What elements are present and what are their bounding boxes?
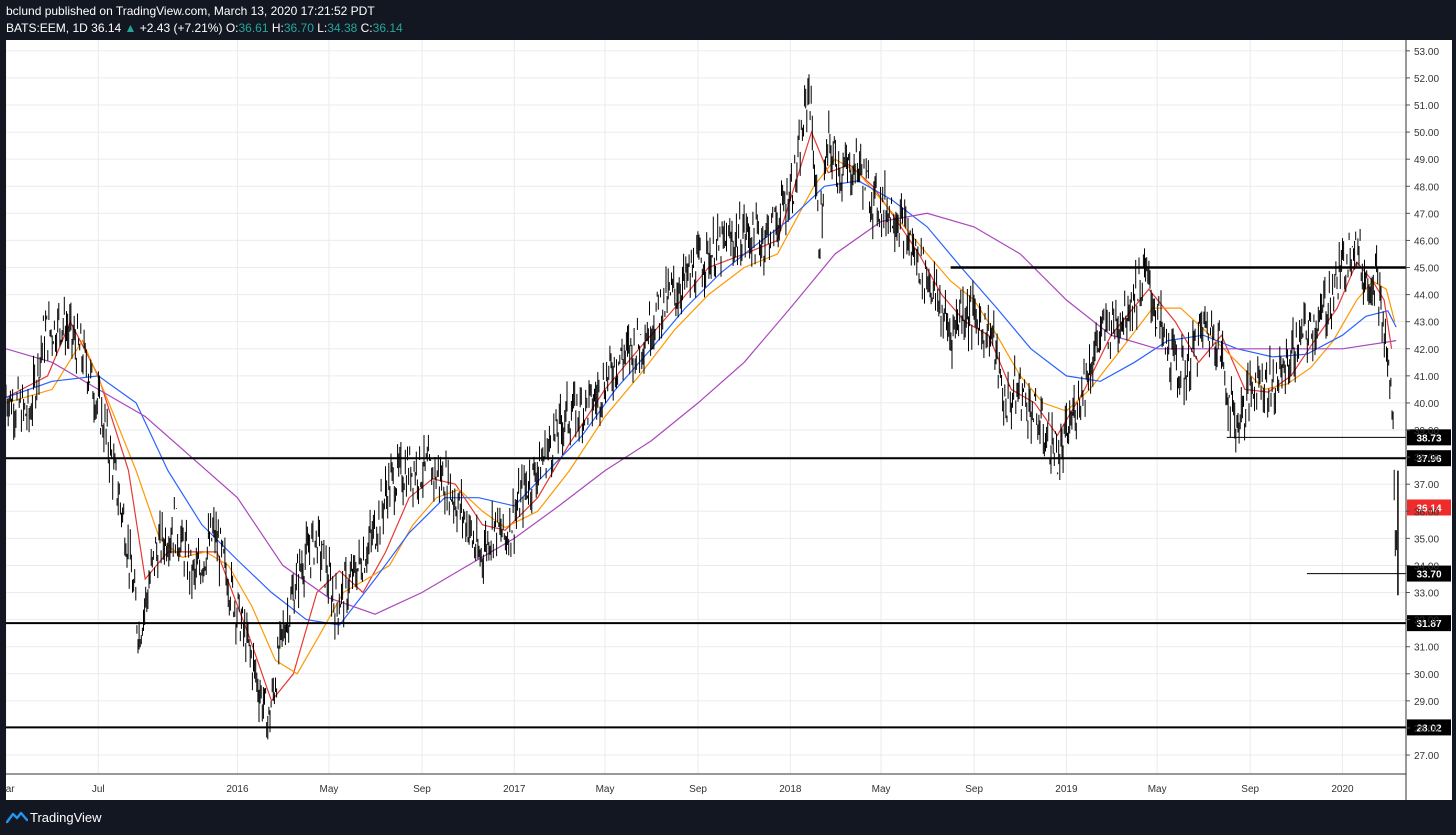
moving-average-line-1 <box>6 130 1393 703</box>
y-tick-label: 37.00 <box>1414 480 1439 491</box>
moving-average-line-4 <box>6 212 1397 615</box>
chart-plot[interactable]: 38.73 37.96 33.70 31.87 28.02 36.14 27.00 28.0… <box>6 40 1452 800</box>
level-label: 33.70 <box>1416 570 1441 581</box>
level-label-box <box>1407 719 1451 736</box>
y-tick-label: 50.00 <box>1414 128 1439 139</box>
y-tick-label: 43.00 <box>1414 318 1439 329</box>
level-label: 37.96 <box>1416 454 1441 465</box>
y-tick-label: 36.00 <box>1414 507 1439 518</box>
y-tick-label: 38.00 <box>1414 453 1439 464</box>
price-change: +2.43 (+7.21%) <box>139 21 223 35</box>
last-price: 36.14 <box>91 21 122 35</box>
x-tick-label: May <box>320 784 339 795</box>
y-tick-label: 49.00 <box>1414 155 1439 166</box>
y-tick-label: 35.00 <box>1414 534 1439 545</box>
open-label: O: <box>225 21 239 35</box>
level-label: 31.87 <box>1416 619 1441 630</box>
level-label-box <box>1407 450 1451 467</box>
y-tick-label: 41.00 <box>1414 372 1439 383</box>
price-bars <box>6 74 1399 740</box>
x-tick-label: 2019 <box>1055 784 1078 795</box>
axes: 27.00 28.00 29.00 30.00 31.00 32.00 33.00 34.00… <box>6 40 1439 800</box>
chart-header: bclund published on TradingView.com, Mar… <box>0 0 1456 40</box>
low-label: L: <box>317 21 328 35</box>
moving-averages <box>6 130 1397 703</box>
y-tick-label: 46.00 <box>1414 236 1439 247</box>
x-tick-label: Sep <box>1241 784 1259 795</box>
y-tick-label: 40.00 <box>1414 399 1439 410</box>
y-tick-label: 30.00 <box>1414 670 1439 681</box>
price-chart[interactable]: 38.73 37.96 33.70 31.87 28.02 36.14 27.00 28.0… <box>6 40 1452 800</box>
y-tick-label: 53.00 <box>1414 47 1439 58</box>
up-arrow-icon: ▲ <box>124 21 137 35</box>
grid <box>6 40 1406 774</box>
y-tick-label: 47.00 <box>1414 209 1439 220</box>
x-tick-label: 2018 <box>779 784 802 795</box>
y-tick-label: 31.00 <box>1414 643 1439 654</box>
low-value: 34.38 <box>327 21 358 35</box>
level-label-box <box>1407 429 1451 446</box>
symbol-line: BATS:EEM, 1D 36.14 ▲ +2.43 (+7.21%) O:36… <box>6 21 403 35</box>
chart-footer: TradingView <box>0 800 1456 835</box>
x-tick-label: Mar <box>6 784 15 795</box>
last-price-label-box <box>1407 499 1451 516</box>
x-tick-label: Sep <box>689 784 707 795</box>
published-line: bclund published on TradingView.com, Mar… <box>6 4 375 18</box>
level-label: 38.73 <box>1416 433 1441 444</box>
x-tick-label: May <box>596 784 615 795</box>
x-tick-label: 2016 <box>226 784 249 795</box>
y-tick-label: 28.00 <box>1414 724 1439 735</box>
level-label: 28.02 <box>1416 723 1441 734</box>
last-price-label: 36.14 <box>1416 503 1441 514</box>
open-value: 36.61 <box>238 21 269 35</box>
level-label-box <box>1407 565 1451 582</box>
y-tick-label: 32.00 <box>1414 616 1439 627</box>
y-tick-label: 39.00 <box>1414 426 1439 437</box>
y-tick-label: 42.00 <box>1414 345 1439 356</box>
x-tick-label: 2017 <box>503 784 526 795</box>
x-tick-label: Jul <box>92 784 105 795</box>
x-tick-label: Sep <box>413 784 431 795</box>
y-tick-label: 48.00 <box>1414 182 1439 193</box>
close-label: C: <box>360 21 373 35</box>
x-tick-label: May <box>1148 784 1167 795</box>
symbol-label: BATS:EEM, 1D <box>6 21 88 35</box>
tradingview-logo-icon[interactable] <box>6 810 28 824</box>
y-tick-label: 33.00 <box>1414 589 1439 600</box>
x-tick-label: May <box>872 784 891 795</box>
y-tick-label: 29.00 <box>1414 697 1439 708</box>
brand-name[interactable]: TradingView <box>30 810 102 825</box>
close-value: 36.14 <box>372 21 403 35</box>
moving-average-line-2 <box>6 158 1396 675</box>
level-label-box <box>1407 615 1451 632</box>
x-tick-label: 2020 <box>1331 784 1354 795</box>
high-value: 36.70 <box>283 21 314 35</box>
y-tick-label: 34.00 <box>1414 561 1439 572</box>
y-tick-label: 44.00 <box>1414 291 1439 302</box>
x-tick-label: Sep <box>965 784 983 795</box>
y-tick-label: 51.00 <box>1414 101 1439 112</box>
high-label: H: <box>271 21 284 35</box>
horizontal-levels[interactable]: 38.73 37.96 33.70 31.87 28.02 36.14 <box>6 266 1451 736</box>
y-tick-label: 27.00 <box>1414 751 1439 762</box>
y-tick-label: 45.00 <box>1414 264 1439 275</box>
y-tick-label: 52.00 <box>1414 74 1439 85</box>
